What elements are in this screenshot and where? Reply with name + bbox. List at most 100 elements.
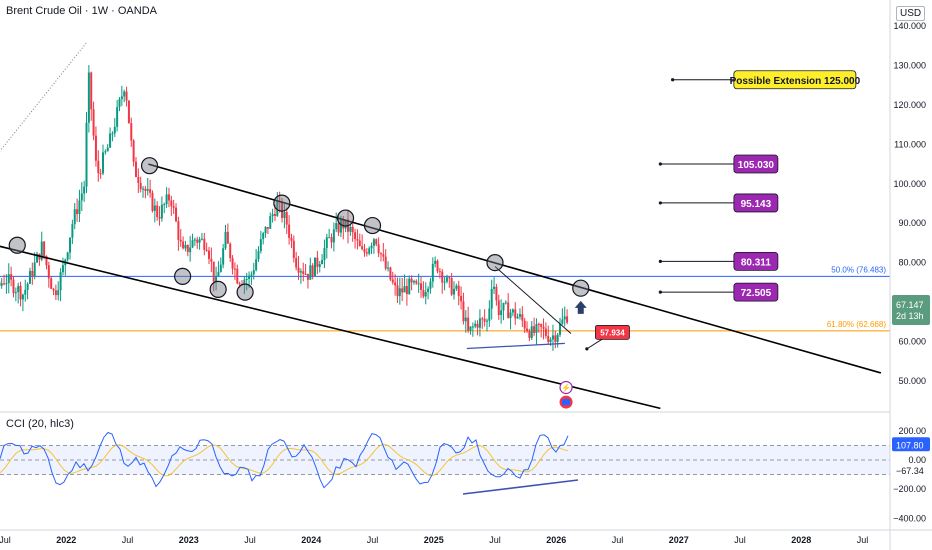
candle-body xyxy=(229,243,232,259)
drawings: Possible Extension 125.000 105.030 95.143 8… xyxy=(0,41,882,410)
candle-body xyxy=(511,309,514,313)
candle-body xyxy=(288,224,291,238)
time-tick-label: 2027 xyxy=(669,535,689,545)
candle-body xyxy=(436,260,439,272)
candle-body xyxy=(125,91,128,101)
candle-body xyxy=(186,244,189,253)
candle-body xyxy=(441,271,444,283)
candle-body xyxy=(66,252,69,260)
candle-body xyxy=(556,334,559,342)
candle-body xyxy=(233,268,236,270)
currency-label[interactable]: USD xyxy=(896,6,926,21)
candle-body xyxy=(231,258,234,269)
candle-body xyxy=(445,277,448,282)
candle-body xyxy=(485,320,488,322)
cci-line xyxy=(0,431,569,489)
touch-point-circle[interactable] xyxy=(336,209,355,227)
touch-point-circle[interactable] xyxy=(273,194,291,212)
candle-body xyxy=(537,323,540,325)
candle-body xyxy=(547,335,550,343)
low-label-text: 57.934 xyxy=(600,328,625,337)
price-tick-label: 130.000 xyxy=(893,61,926,71)
time-axis[interactable]: Jul 2022 Jul 2023 Jul 2024 Jul 2025 Jul 2026 Jul 20… xyxy=(0,529,932,545)
candle-body xyxy=(182,241,185,249)
candle-body xyxy=(566,316,569,323)
touch-point-circle[interactable] xyxy=(572,279,590,297)
candle-body xyxy=(47,265,50,279)
target-label-text: 72.505 xyxy=(741,288,772,299)
low-label-box[interactable] xyxy=(595,324,630,340)
candle-body xyxy=(370,245,373,249)
candle-body xyxy=(59,272,62,291)
target-label-box[interactable] xyxy=(733,282,779,302)
wedge-top-line[interactable] xyxy=(494,266,572,334)
candle-body xyxy=(306,273,309,280)
candle-body xyxy=(109,133,112,148)
candle-body xyxy=(460,295,463,302)
channel-lower-line[interactable] xyxy=(0,231,661,410)
touch-point-circle[interactable] xyxy=(486,254,504,272)
candle-body xyxy=(10,274,13,280)
candle-body xyxy=(85,122,88,187)
candle-body xyxy=(19,285,22,300)
touch-point-circle[interactable] xyxy=(174,267,192,285)
target-label-box[interactable] xyxy=(733,154,779,174)
candle-body xyxy=(403,286,406,293)
candle-body xyxy=(427,288,430,292)
candle-body xyxy=(273,214,276,216)
candle-body xyxy=(401,288,404,293)
touch-point-circle[interactable] xyxy=(8,236,26,254)
candle-body xyxy=(210,258,213,262)
candle-body xyxy=(311,265,314,276)
candle-body xyxy=(224,231,227,249)
us-flag-icon xyxy=(562,399,571,406)
touch-point-circle[interactable] xyxy=(140,157,159,175)
price-axis[interactable]: 140.000 130.000 120.000 110.000 100.000 90.00… xyxy=(889,0,930,550)
candle-body xyxy=(160,204,163,219)
candle-body xyxy=(276,201,279,216)
wedge-bottom-line[interactable] xyxy=(466,342,565,350)
candle-body xyxy=(137,176,140,184)
time-tick-label: Jul xyxy=(857,535,869,545)
candle-body xyxy=(177,221,180,240)
channel-upper-line[interactable] xyxy=(148,163,882,374)
candle-body xyxy=(330,237,333,243)
last-price-badge[interactable] xyxy=(892,295,930,325)
candle-body xyxy=(283,212,286,219)
candle-body xyxy=(189,247,192,253)
candle-body xyxy=(222,248,225,265)
candle-body xyxy=(97,160,100,174)
candle-body xyxy=(299,271,302,273)
candle-body xyxy=(290,237,293,241)
candle-body xyxy=(481,318,484,320)
cci-value-badge[interactable] xyxy=(892,437,930,452)
touch-point-circle[interactable] xyxy=(236,283,254,301)
cci-divergence-line[interactable] xyxy=(462,479,579,495)
candle-body xyxy=(92,109,95,136)
candle-body xyxy=(356,239,359,241)
candle-body xyxy=(113,126,116,134)
candle-body xyxy=(375,239,378,245)
candle-body xyxy=(488,308,491,321)
up-arrow-icon[interactable] xyxy=(574,300,587,314)
target-label-box[interactable] xyxy=(733,251,779,271)
candle-body xyxy=(415,280,418,284)
candle-body xyxy=(170,200,173,207)
dividend-event-icon[interactable] xyxy=(559,380,573,395)
candle-body xyxy=(203,238,206,250)
candle-body xyxy=(391,279,394,283)
candle-body xyxy=(297,267,300,273)
touch-point-circle[interactable] xyxy=(363,216,382,235)
touch-point-circle[interactable] xyxy=(209,280,227,298)
fib-levels: 50.0% (76.483) 61.80% (62.668) xyxy=(0,265,890,332)
extension-label-box[interactable] xyxy=(733,70,857,90)
candle-body xyxy=(255,259,258,271)
candle-body xyxy=(236,268,239,284)
candle-body xyxy=(325,237,328,248)
price-tick-label: 50.000 xyxy=(898,376,926,386)
target-label-box[interactable] xyxy=(733,193,779,213)
candle-body xyxy=(464,317,467,322)
candle-body xyxy=(43,241,46,257)
